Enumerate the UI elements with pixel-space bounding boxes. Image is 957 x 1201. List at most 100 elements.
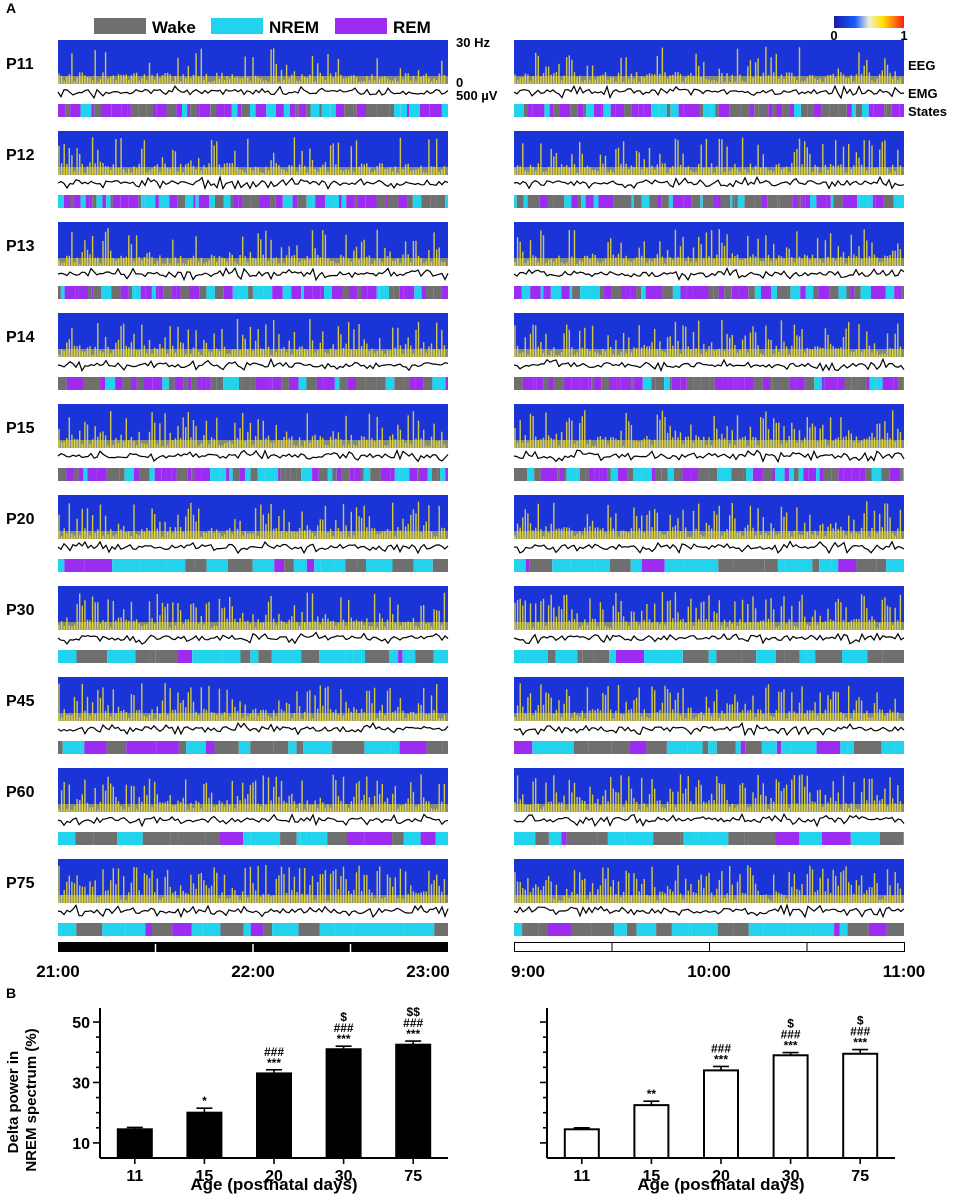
- state-segment: [94, 286, 101, 299]
- state-segment: [342, 468, 350, 481]
- state-segment: [514, 559, 526, 572]
- state-segment: [163, 286, 171, 299]
- state-segment: [143, 832, 171, 845]
- state-segment: [184, 377, 188, 390]
- emg-trace: [58, 268, 448, 280]
- state-segment: [738, 286, 748, 299]
- state-segment: [330, 104, 336, 117]
- bar: [634, 1105, 668, 1158]
- state-segment: [81, 104, 92, 117]
- state-segment: [84, 741, 93, 754]
- delta-power-chart-dark: 10305011*15###***20$###***30$$###***75Ag…: [72, 1005, 448, 1194]
- state-segment: [651, 104, 658, 117]
- state-segment: [335, 377, 340, 390]
- state-segment: [358, 195, 366, 208]
- significance-mark: ***: [406, 1027, 420, 1041]
- state-segment: [790, 104, 794, 117]
- state-segment: [637, 923, 657, 936]
- state-segment: [544, 104, 549, 117]
- state-segment: [94, 104, 101, 117]
- state-segment: [432, 377, 443, 390]
- state-segment: [672, 923, 689, 936]
- state-segment: [839, 286, 847, 299]
- state-segment: [867, 650, 882, 663]
- state-segment: [239, 286, 249, 299]
- state-segment: [534, 195, 540, 208]
- state-segment: [859, 195, 868, 208]
- state-segment: [552, 559, 570, 572]
- state-segment: [846, 286, 850, 299]
- state-segment: [393, 286, 400, 299]
- state-segment: [876, 195, 884, 208]
- state-segment: [366, 559, 393, 572]
- state-segment: [244, 923, 251, 936]
- state-segment: [672, 377, 681, 390]
- state-segment: [272, 377, 281, 390]
- state-segment: [207, 377, 211, 390]
- state-segment: [746, 468, 753, 481]
- emg-trace: [58, 86, 448, 98]
- state-segment: [683, 104, 693, 117]
- state-segment: [152, 286, 156, 299]
- state-segment: [188, 468, 191, 481]
- state-segment: [76, 923, 102, 936]
- state-segment: [391, 741, 399, 754]
- state-segment: [847, 195, 857, 208]
- state-segment: [245, 468, 251, 481]
- state-segment: [848, 741, 854, 754]
- state-segment: [594, 195, 599, 208]
- age-label: P15: [6, 420, 35, 437]
- state-segment: [58, 559, 64, 572]
- state-segment: [58, 832, 75, 845]
- state-segment: [643, 104, 651, 117]
- state-segment: [775, 468, 785, 481]
- state-segment: [363, 468, 370, 481]
- state-segment: [256, 377, 261, 390]
- state-segment: [299, 377, 307, 390]
- state-segment: [233, 377, 239, 390]
- state-segment: [299, 923, 320, 936]
- state-segment: [574, 741, 589, 754]
- state-segment: [655, 286, 662, 299]
- state-segment: [107, 650, 135, 663]
- x-tick-label: 11: [573, 1168, 590, 1185]
- state-segment: [631, 559, 642, 572]
- state-segment: [425, 286, 433, 299]
- state-segment: [601, 104, 603, 117]
- state-segment: [693, 377, 700, 390]
- state-segment: [627, 923, 637, 936]
- state-segment: [810, 923, 834, 936]
- state-segment: [602, 468, 607, 481]
- state-segment: [554, 195, 565, 208]
- state-segment: [517, 195, 524, 208]
- state-segment: [364, 741, 391, 754]
- recording-block: [514, 131, 904, 208]
- state-segment: [346, 195, 355, 208]
- state-segment: [822, 832, 851, 845]
- state-segment: [81, 195, 86, 208]
- state-segment: [682, 468, 690, 481]
- state-segment: [599, 195, 606, 208]
- state-segment: [560, 104, 570, 117]
- state-segment: [543, 377, 548, 390]
- state-segment: [763, 468, 773, 481]
- state-segment: [283, 286, 292, 299]
- state-segment: [272, 923, 298, 936]
- state-segment: [250, 650, 258, 663]
- state-segment: [377, 195, 386, 208]
- emg-trace: [514, 268, 904, 279]
- state-segment: [138, 195, 141, 208]
- rem-swatch: [335, 18, 387, 34]
- state-segment: [597, 832, 608, 845]
- state-segment: [125, 468, 134, 481]
- state-segment: [157, 104, 167, 117]
- state-segment: [741, 741, 746, 754]
- emg-row-label: EMG: [908, 86, 938, 101]
- state-segment: [250, 195, 259, 208]
- state-segment: [360, 741, 364, 754]
- state-segment: [591, 286, 600, 299]
- state-segment: [790, 377, 796, 390]
- state-segment: [716, 650, 741, 663]
